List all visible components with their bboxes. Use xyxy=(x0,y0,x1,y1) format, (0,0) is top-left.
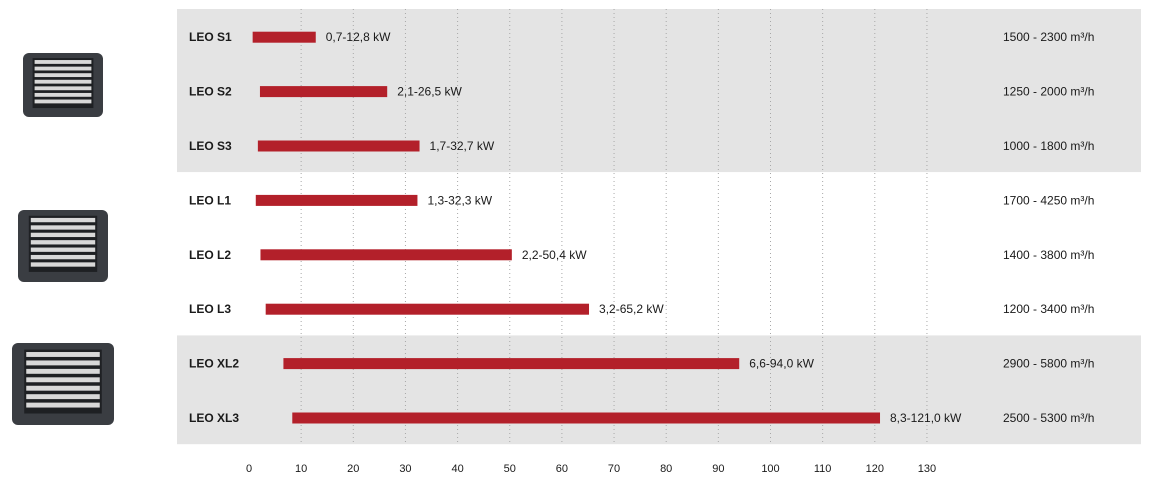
x-tick-label: 50 xyxy=(504,463,516,475)
heater-louver xyxy=(30,225,96,230)
capacity-range-label: 0,7-12,8 kW xyxy=(326,30,391,44)
capacity-bar xyxy=(265,303,590,315)
model-label: LEO XL2 xyxy=(189,357,239,371)
airflow-label: 1200 - 3400 m³/h xyxy=(1003,302,1094,316)
model-label: LEO S1 xyxy=(189,30,232,44)
heater-louver xyxy=(26,394,100,400)
heater-louver xyxy=(26,360,100,366)
heater-louver xyxy=(30,240,96,245)
x-tick-label: 40 xyxy=(451,463,463,475)
capacity-bar xyxy=(283,358,740,370)
capacity-bar xyxy=(292,412,881,424)
model-label: LEO L3 xyxy=(189,302,231,316)
x-tick-label: 30 xyxy=(399,463,411,475)
heater-louver xyxy=(26,352,100,357)
airflow-label: 1400 - 3800 m³/h xyxy=(1003,248,1094,262)
heater-louver xyxy=(26,385,100,391)
capacity-range-label: 1,3-32,3 kW xyxy=(427,193,492,207)
model-label: LEO S2 xyxy=(189,85,232,99)
x-tick-label: 90 xyxy=(712,463,724,475)
capacity-bar xyxy=(257,140,420,152)
heater-unit-large-icon xyxy=(12,343,114,425)
heater-louver xyxy=(30,262,96,267)
heater-louver xyxy=(34,66,92,71)
airflow-label: 1250 - 2000 m³/h xyxy=(1003,85,1094,99)
x-tick-label: 70 xyxy=(608,463,620,475)
heater-louver xyxy=(34,60,92,64)
x-tick-label: 120 xyxy=(866,463,884,475)
model-label: LEO L1 xyxy=(189,193,231,207)
heater-louver xyxy=(34,79,92,84)
model-label: LEO XL3 xyxy=(189,411,239,425)
airflow-label: 2500 - 5300 m³/h xyxy=(1003,411,1094,425)
heater-louver xyxy=(26,402,100,408)
airflow-label: 1000 - 1800 m³/h xyxy=(1003,139,1094,153)
heater-unit-small-icon xyxy=(23,53,103,117)
heater-louver xyxy=(30,254,96,260)
heater-louver xyxy=(34,86,92,91)
heater-louver xyxy=(26,368,100,374)
airflow-label: 1700 - 4250 m³/h xyxy=(1003,193,1094,207)
capacity-range-label: 3,2-65,2 kW xyxy=(599,302,664,316)
capacity-range-label: 2,1-26,5 kW xyxy=(397,85,462,99)
heater-louver xyxy=(34,99,92,104)
capacity-bar xyxy=(259,86,388,98)
model-label: LEO L2 xyxy=(189,248,231,262)
x-tick-label: 10 xyxy=(295,463,307,475)
x-tick-label: 0 xyxy=(246,463,252,475)
x-tick-label: 110 xyxy=(814,463,832,475)
heater-louver xyxy=(34,73,92,78)
x-tick-label: 20 xyxy=(347,463,359,475)
group-band xyxy=(177,335,1141,445)
heater-louver xyxy=(34,92,92,97)
capacity-range-label: 8,3-121,0 kW xyxy=(890,411,962,425)
heater-louver xyxy=(30,217,96,223)
airflow-label: 2900 - 5800 m³/h xyxy=(1003,357,1094,371)
airflow-label: 1500 - 2300 m³/h xyxy=(1003,30,1094,44)
heater-louver xyxy=(26,377,100,383)
capacity-bar xyxy=(255,194,418,206)
capacity-range-label: 6,6-94,0 kW xyxy=(749,357,814,371)
heater-louver xyxy=(30,247,96,252)
capacity-bar xyxy=(252,31,316,43)
x-tick-label: 130 xyxy=(918,463,936,475)
heater-unit-medium-icon xyxy=(18,210,108,282)
x-tick-label: 60 xyxy=(556,463,568,475)
capacity-bar xyxy=(260,249,512,261)
x-tick-label: 100 xyxy=(761,463,779,475)
x-tick-label: 80 xyxy=(660,463,672,475)
capacity-range-label: 1,7-32,7 kW xyxy=(430,139,495,153)
capacity-range-label: 2,2-50,4 kW xyxy=(522,248,587,262)
model-label: LEO S3 xyxy=(189,139,232,153)
heater-louver xyxy=(30,232,96,238)
